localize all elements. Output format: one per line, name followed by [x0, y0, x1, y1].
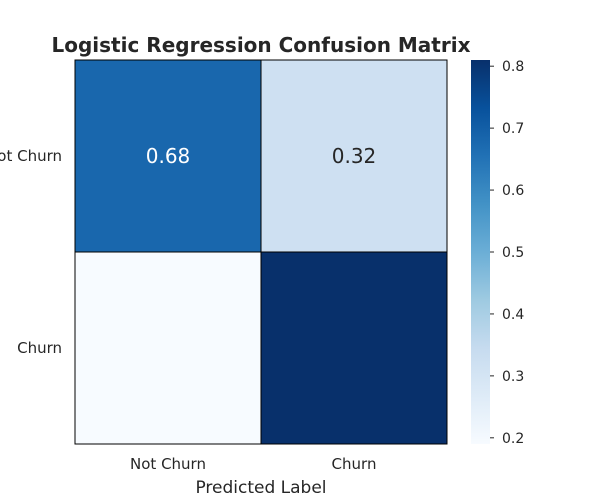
cell-value-label: 0.68	[146, 144, 191, 168]
colorbar-tick-label: 0.8	[502, 59, 524, 75]
x-axis-label: Predicted Label	[195, 478, 326, 498]
heatmap-cells	[74, 59, 448, 445]
heatmap-cell	[260, 59, 448, 253]
heatmap-cell	[260, 251, 448, 445]
heatmap-cell	[74, 59, 262, 253]
heatmap-cell	[74, 251, 262, 445]
colorbar-tick-label: 0.6	[502, 183, 524, 199]
y-tick-labels: Not Churn Churn	[0, 147, 62, 357]
heatmap-cell-labels: 0.68 0.32	[146, 144, 377, 168]
colorbar-tick-label: 0.5	[502, 245, 524, 261]
colorbar-tick-labels: 0.2 0.3 0.4 0.5 0.6 0.7 0.8	[490, 59, 524, 447]
colorbar-tick-label: 0.4	[502, 307, 524, 323]
colorbar-tick-label: 0.2	[502, 431, 524, 447]
y-tick-label: Churn	[17, 339, 62, 357]
x-tick-label: Not Churn	[130, 455, 206, 473]
y-tick-label: Not Churn	[0, 147, 62, 165]
cell-value-label: 0.32	[332, 144, 377, 168]
colorbar	[471, 60, 490, 444]
x-tick-label: Churn	[332, 455, 377, 473]
x-tick-labels: Not Churn Churn	[130, 455, 376, 473]
colorbar-tick-label: 0.7	[502, 121, 524, 137]
colorbar-tick-label: 0.3	[502, 369, 524, 385]
chart-title: Logistic Regression Confusion Matrix	[52, 33, 471, 57]
